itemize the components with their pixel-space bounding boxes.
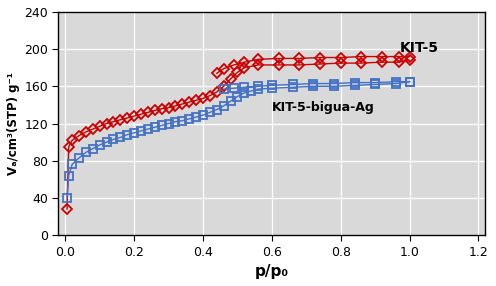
Y-axis label: Vₐ/cm³(STP) g⁻¹: Vₐ/cm³(STP) g⁻¹ bbox=[7, 72, 20, 175]
Text: KIT-5-bigua-Ag: KIT-5-bigua-Ag bbox=[272, 101, 374, 114]
Text: KIT-5: KIT-5 bbox=[400, 41, 439, 55]
X-axis label: p/p₀: p/p₀ bbox=[255, 264, 289, 279]
